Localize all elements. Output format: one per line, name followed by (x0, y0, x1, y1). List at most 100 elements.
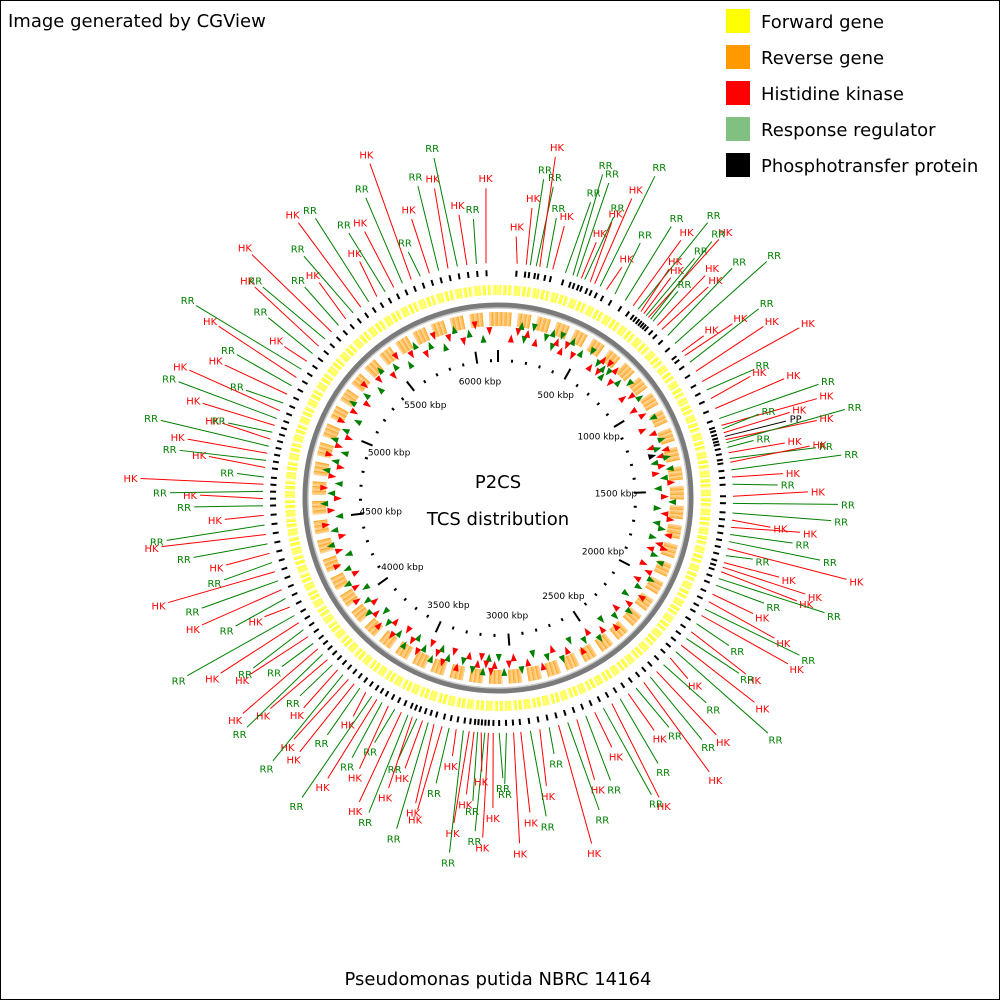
callout-line (723, 414, 759, 429)
feature-dash (716, 454, 722, 455)
feature-dash (718, 471, 724, 472)
callout-label: RR (649, 800, 663, 811)
tick-label: 5000 kbp (368, 448, 411, 458)
rr-marker (375, 385, 385, 395)
major-tick (619, 560, 630, 565)
feature-dash (648, 662, 652, 666)
callout-label: RR (767, 251, 781, 262)
callout-label: RR (248, 276, 262, 287)
feature-dash (709, 428, 715, 430)
major-tick (361, 441, 372, 446)
reverse-gene-mark (312, 491, 326, 492)
feature-dash (333, 651, 337, 655)
callout-line (530, 731, 546, 817)
rr-marker (668, 499, 676, 505)
callout-label: HK (803, 529, 818, 540)
forward-gene-mark (699, 524, 709, 525)
callout-label: HK (788, 437, 803, 448)
feature-dash (324, 351, 329, 355)
reverse-gene-mark (312, 507, 326, 508)
callout-label: HK (209, 563, 224, 574)
callout-label: RR (466, 205, 480, 216)
rr-marker (342, 565, 352, 574)
callout-line (481, 732, 482, 771)
feature-dash (380, 688, 383, 693)
callout-label: RR (769, 736, 783, 747)
callout-line (568, 722, 599, 810)
callout-label: RR (441, 859, 455, 870)
reverse-gene-mark (312, 506, 326, 507)
feature-dash (276, 448, 282, 449)
feature-dash (714, 444, 720, 445)
forward-gene-mark (483, 286, 484, 296)
hk-marker (556, 346, 565, 356)
feature-dash (415, 705, 417, 711)
feature-dash (713, 441, 719, 442)
minor-tick (585, 603, 587, 605)
feature-dash (719, 519, 725, 520)
forward-gene-mark (701, 485, 711, 486)
callout-label: HK (209, 357, 224, 368)
callout-label: HK (378, 793, 393, 804)
feature-dash (271, 478, 277, 479)
forward-gene-mark (476, 286, 477, 296)
forward-gene-mark (700, 480, 710, 481)
feature-dash (350, 324, 354, 329)
callout-label: HK (560, 212, 575, 223)
hk-marker (334, 495, 342, 501)
hk-marker (486, 327, 492, 335)
callout-label: RR (303, 206, 317, 217)
rr-marker (380, 607, 390, 617)
callout-label: RR (181, 296, 195, 307)
callout-label: HK (786, 371, 801, 382)
forward-gene-mark (524, 287, 525, 297)
forward-gene-mark (511, 701, 512, 711)
callout-label: HK (680, 228, 695, 239)
forward-gene-mark (471, 287, 472, 297)
feature-dash (457, 716, 458, 722)
tick-label: 500 kbp (537, 391, 574, 401)
callout-line (731, 455, 841, 470)
callout-line (505, 733, 507, 784)
feature-dash (293, 397, 298, 400)
callout-label: RR (355, 185, 369, 196)
forward-gene-mark (700, 519, 710, 520)
callout-label: HK (152, 602, 167, 613)
callout-line (435, 188, 448, 268)
callout-label: RR (177, 503, 191, 514)
callout-line (237, 355, 292, 386)
rr-marker (653, 445, 662, 453)
minor-tick (362, 527, 365, 528)
feature-dash (589, 700, 591, 705)
callout-line (452, 729, 456, 756)
callout-line (705, 609, 799, 655)
forward-gene-mark (516, 286, 517, 296)
callout-line (690, 309, 759, 362)
major-tick (564, 369, 570, 379)
feature-dash (319, 635, 324, 639)
callout-label: RR (595, 816, 609, 827)
hk-marker (336, 464, 345, 471)
hk-marker (648, 430, 658, 439)
feature-dash (710, 563, 716, 565)
minor-tick (606, 414, 608, 416)
forward-gene-mark (471, 699, 472, 709)
feature-dash (710, 431, 716, 433)
feature-dash (397, 294, 400, 299)
feature-dash (365, 313, 369, 318)
feature-dash (307, 373, 312, 376)
legend-swatch-phosphotransfer-protein (726, 153, 750, 177)
callout-line (200, 495, 263, 498)
forward-gene-mark (700, 474, 710, 475)
callout-line (657, 671, 717, 734)
callout-line (733, 484, 778, 485)
callout-label: RR (337, 220, 351, 231)
callout-label: RR (756, 434, 770, 445)
hk-marker (389, 371, 399, 381)
feature-dash (298, 389, 303, 392)
callout-line (697, 624, 729, 646)
rr-marker (529, 650, 537, 659)
callout-label: HK (173, 362, 188, 373)
rr-marker (415, 632, 424, 642)
feature-dash (273, 532, 279, 533)
